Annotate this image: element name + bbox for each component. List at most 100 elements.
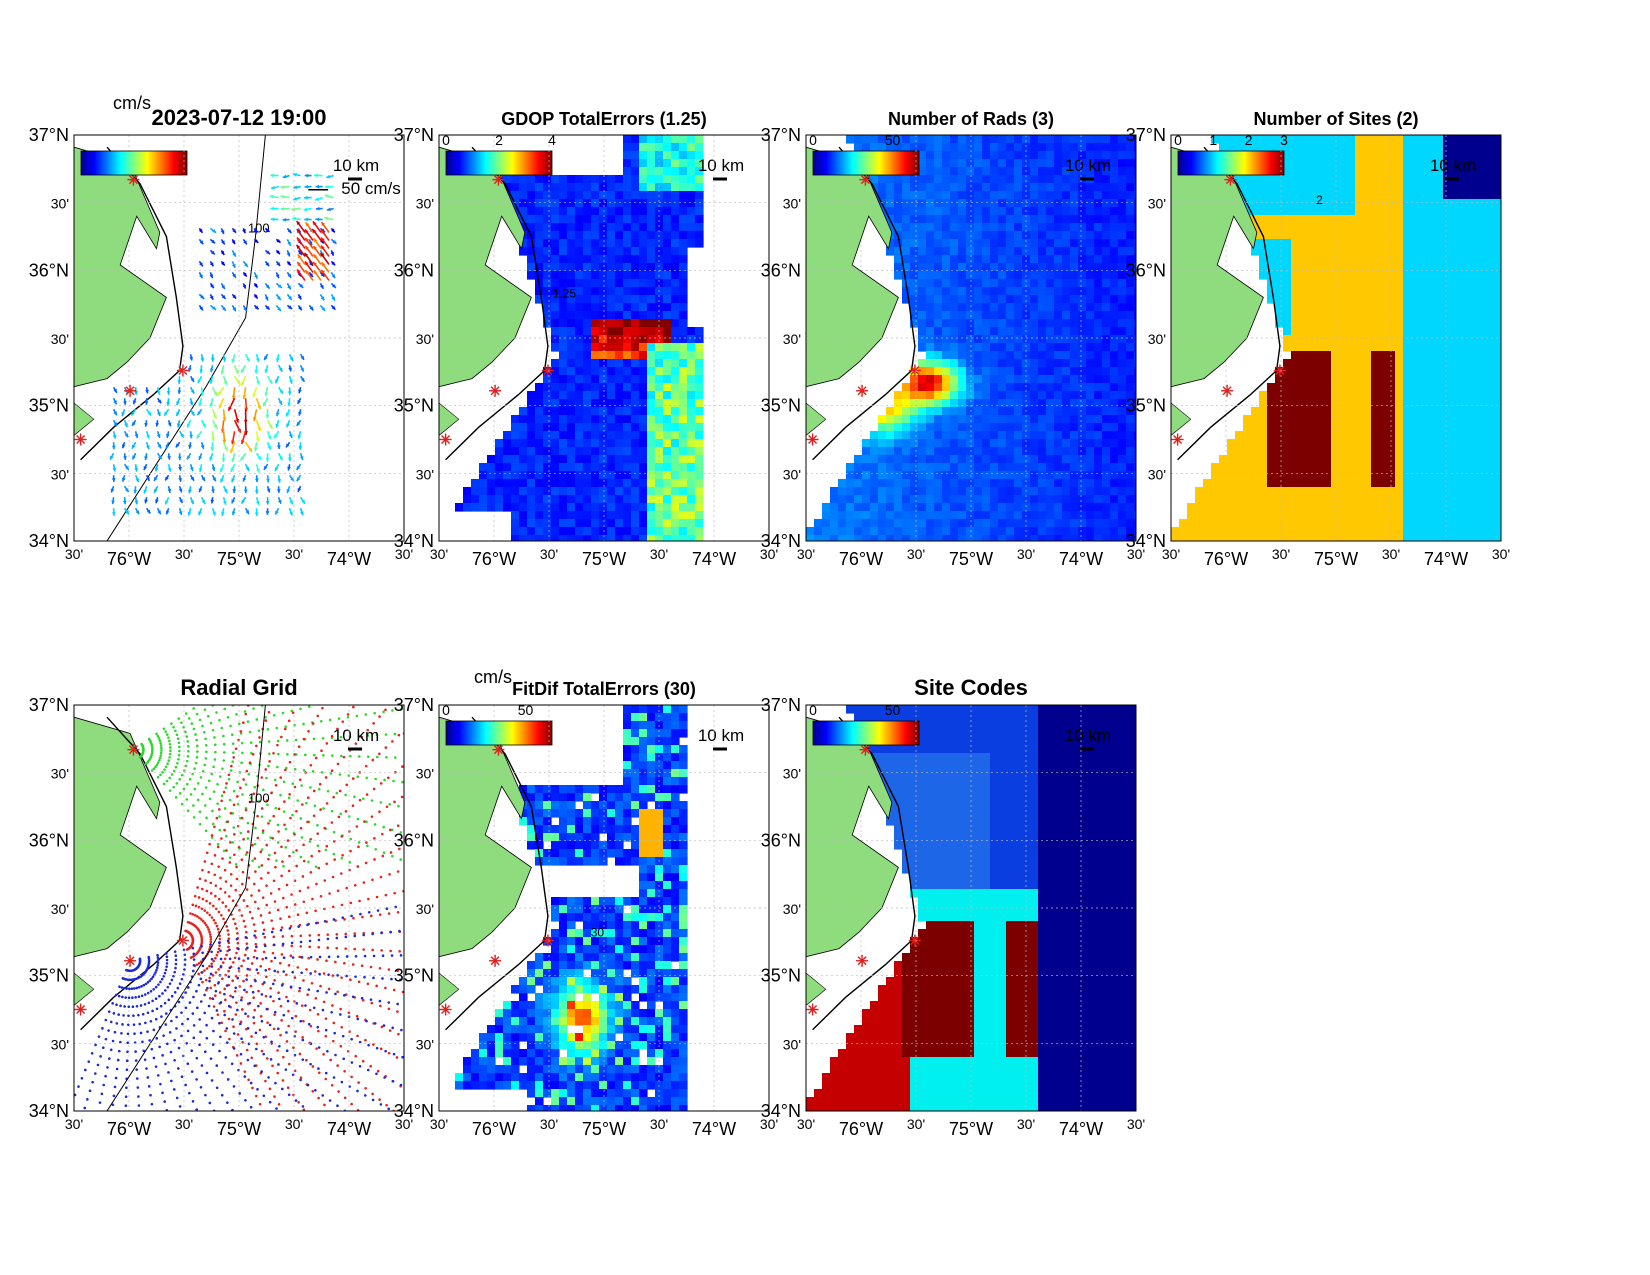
lat-tick-label: 35°N xyxy=(29,396,69,416)
colorbar xyxy=(80,150,188,176)
lat-tick-label: 30' xyxy=(416,196,434,212)
scale-bar-label: 10 km xyxy=(1065,156,1111,175)
lon-tick-label: 74°W xyxy=(327,1119,371,1139)
site-marker xyxy=(908,934,921,947)
lat-tick-label: 35°N xyxy=(1126,396,1166,416)
colorbar-tick-label: 2 xyxy=(495,132,503,148)
lon-tick-label: 30' xyxy=(1162,546,1180,562)
axes-frame xyxy=(1170,134,1502,542)
colorbar xyxy=(445,150,553,176)
lat-tick-label: 30' xyxy=(416,331,434,347)
site-marker xyxy=(806,1003,819,1016)
lon-tick-label: 30' xyxy=(65,546,83,562)
lon-tick-label: 30' xyxy=(65,1116,83,1132)
land-area xyxy=(1171,402,1192,436)
lon-tick-label: 75°W xyxy=(1314,549,1358,569)
colorbar-tick-label: 50 xyxy=(885,702,901,718)
lat-tick-label: 37°N xyxy=(29,695,69,715)
lon-tick-label: 76°W xyxy=(839,549,883,569)
scale-bar-label: 10 km xyxy=(1430,156,1476,175)
site-marker xyxy=(856,384,869,397)
site-marker xyxy=(1273,364,1286,377)
lon-tick-label: 30' xyxy=(285,1116,303,1132)
site-marker xyxy=(856,954,869,967)
land-area xyxy=(806,972,827,1006)
land-area xyxy=(439,146,532,388)
axes-frame xyxy=(73,704,405,1112)
site-marker xyxy=(74,1003,87,1016)
lat-tick-label: 36°N xyxy=(29,830,69,850)
lat-tick-label: 34°N xyxy=(761,1101,801,1121)
axes-frame xyxy=(805,134,1137,542)
lat-tick-label: 30' xyxy=(51,901,69,917)
axes-frame xyxy=(73,134,405,542)
lon-tick-label: 30' xyxy=(1127,1116,1145,1132)
site-marker xyxy=(1224,173,1237,186)
panel-title: Site Codes xyxy=(914,675,1028,700)
colorbar-tick-label: 0 xyxy=(442,702,450,718)
lon-tick-label: 76°W xyxy=(107,1119,151,1139)
scale-bar-label: 10 km xyxy=(333,156,379,175)
lon-tick-label: 76°W xyxy=(1204,549,1248,569)
site-marker xyxy=(489,384,502,397)
lat-tick-label: 34°N xyxy=(761,531,801,551)
contour-label: 100 xyxy=(248,220,270,235)
coastline xyxy=(445,146,549,461)
lat-tick-label: 30' xyxy=(783,901,801,917)
land-area xyxy=(74,402,95,436)
lat-tick-label: 30' xyxy=(51,766,69,782)
lon-tick-label: 76°W xyxy=(472,1119,516,1139)
land-area xyxy=(74,716,167,958)
lon-tick-label: 30' xyxy=(540,1116,558,1132)
lon-tick-label: 30' xyxy=(175,546,193,562)
colorbar-tick-label: 50 xyxy=(885,132,901,148)
colorbar-tick-label: 0 xyxy=(442,132,450,148)
grid-cells xyxy=(806,135,1136,541)
colorbar xyxy=(445,720,553,746)
panel-title: Radial Grid xyxy=(180,675,297,700)
site-marker xyxy=(541,364,554,377)
grid-cells xyxy=(1171,135,1501,541)
lon-tick-label: 74°W xyxy=(692,549,736,569)
lon-tick-label: 30' xyxy=(760,546,778,562)
lat-tick-label: 36°N xyxy=(394,830,434,850)
site-marker xyxy=(127,743,140,756)
lon-tick-label: 75°W xyxy=(582,549,626,569)
lon-tick-label: 30' xyxy=(430,1116,448,1132)
scale-bar-label: 10 km xyxy=(698,156,744,175)
lat-tick-label: 30' xyxy=(1148,466,1166,482)
timestamp-title: 2023-07-12 19:00 xyxy=(152,105,327,130)
grid-cells xyxy=(455,135,704,541)
site-marker xyxy=(176,364,189,377)
lat-tick-label: 30' xyxy=(783,196,801,212)
lat-tick-label: 36°N xyxy=(29,260,69,280)
lon-tick-label: 30' xyxy=(650,1116,668,1132)
colorbar xyxy=(1177,150,1285,176)
panel-title: Number of Rads (3) xyxy=(888,109,1054,129)
lon-tick-label: 76°W xyxy=(107,549,151,569)
contour-label: 100 xyxy=(248,790,270,805)
panel-title: FitDif TotalErrors (30) xyxy=(512,679,696,699)
lon-tick-label: 30' xyxy=(1017,546,1035,562)
lat-tick-label: 35°N xyxy=(761,966,801,986)
panel-content: 10 km 0 50 xyxy=(806,702,1136,1111)
lat-tick-label: 37°N xyxy=(29,125,69,145)
panel-content: 100 10 km xyxy=(74,705,404,1111)
contour-label: 1.25 xyxy=(553,286,577,300)
coastline xyxy=(80,146,184,461)
site-marker xyxy=(1171,433,1184,446)
lat-tick-label: 30' xyxy=(1148,331,1166,347)
lon-tick-label: 30' xyxy=(907,1116,925,1132)
colorbar-tick-label: 0 xyxy=(1174,132,1182,148)
lat-tick-label: 30' xyxy=(783,1036,801,1052)
lon-tick-label: 30' xyxy=(1272,546,1290,562)
isobath-contour xyxy=(106,135,266,541)
lat-tick-label: 37°N xyxy=(761,695,801,715)
lat-tick-label: 30' xyxy=(416,901,434,917)
land-area xyxy=(74,146,167,388)
vector-legend: 50 cm/s xyxy=(308,179,401,198)
